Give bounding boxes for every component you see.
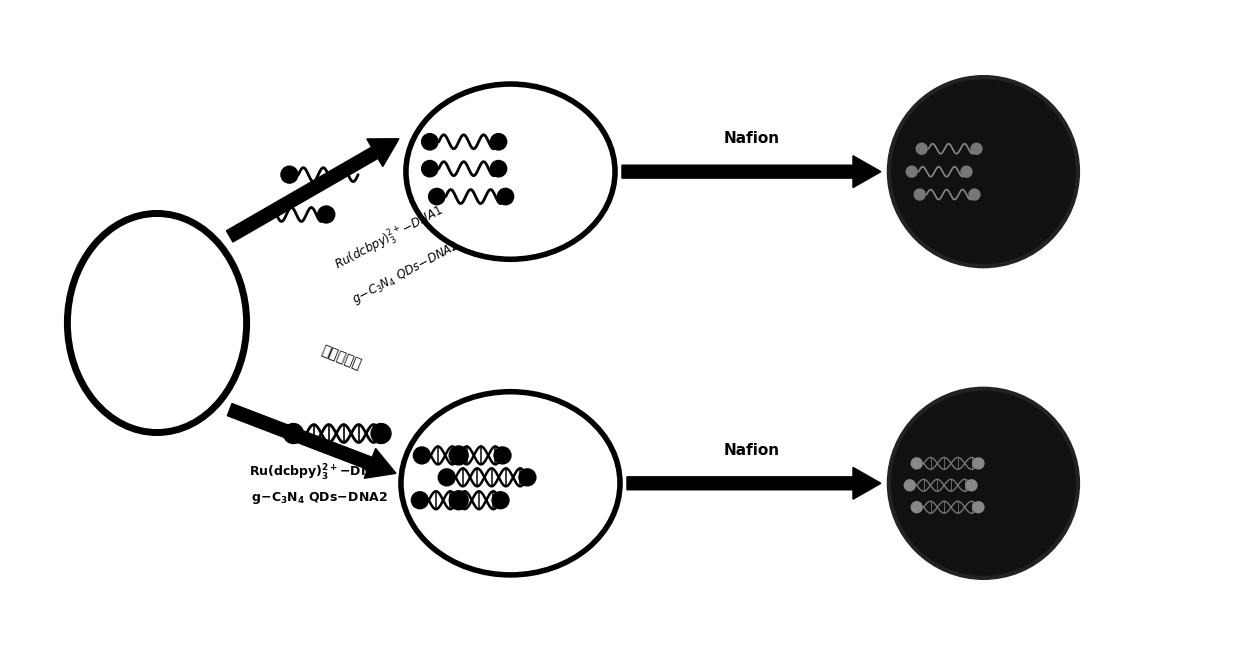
Circle shape — [421, 160, 437, 177]
Circle shape — [911, 502, 922, 513]
Circle shape — [284, 424, 304, 444]
Circle shape — [411, 492, 429, 508]
Polygon shape — [228, 404, 396, 478]
Circle shape — [888, 77, 1078, 266]
Text: $\it{Ru(dcbpy)_3^{2+}}$$\it{-DNA1}$: $\it{Ru(dcbpy)_3^{2+}}$$\it{-DNA1}$ — [331, 202, 447, 276]
Circle shape — [916, 143, 927, 154]
Circle shape — [414, 447, 430, 464]
Text: $\mathbf{Ru(dcbpy)_3^{2+}\!-\!DNA1}$: $\mathbf{Ru(dcbpy)_3^{2+}\!-\!DNA1}$ — [249, 463, 390, 483]
Circle shape — [370, 424, 392, 444]
Circle shape — [281, 166, 297, 183]
Circle shape — [906, 166, 917, 177]
Polygon shape — [622, 156, 881, 187]
Circle shape — [973, 458, 984, 469]
Circle shape — [961, 166, 971, 177]
Circle shape — [904, 480, 916, 491]
Circle shape — [450, 446, 468, 465]
Text: $\it{g\!-\!C_3N_4}$$\it{\ QDs\!-\!DNA2}$: $\it{g\!-\!C_3N_4}$$\it{\ QDs\!-\!DNA2}$ — [349, 238, 462, 308]
Ellipse shape — [67, 213, 247, 433]
Text: $\mathbf{g\!-\!C_3N_4\ QDs\!-\!DNA2}$: $\mathbf{g\!-\!C_3N_4\ QDs\!-\!DNA2}$ — [250, 490, 388, 506]
Circle shape — [492, 492, 509, 508]
Circle shape — [973, 502, 984, 513]
Text: 加汞离子后: 加汞离子后 — [320, 344, 363, 372]
Circle shape — [429, 189, 445, 205]
Circle shape — [888, 389, 1078, 578]
Ellipse shape — [406, 84, 615, 259]
Polygon shape — [627, 467, 881, 499]
Circle shape — [971, 143, 983, 154]
Circle shape — [966, 480, 978, 491]
Circle shape — [914, 189, 926, 200]
Ellipse shape — [401, 391, 620, 575]
Circle shape — [317, 206, 335, 223]
Text: Nafion: Nafion — [724, 443, 779, 458]
Circle shape — [497, 189, 514, 205]
Circle shape — [969, 189, 980, 200]
Circle shape — [421, 134, 437, 150]
Circle shape — [491, 134, 507, 150]
Text: Nafion: Nafion — [724, 131, 779, 146]
Circle shape — [494, 447, 510, 464]
Circle shape — [519, 469, 535, 486]
Circle shape — [450, 491, 468, 510]
Circle shape — [439, 469, 455, 486]
Circle shape — [911, 458, 922, 469]
Polygon shape — [227, 139, 399, 242]
Circle shape — [491, 160, 507, 177]
